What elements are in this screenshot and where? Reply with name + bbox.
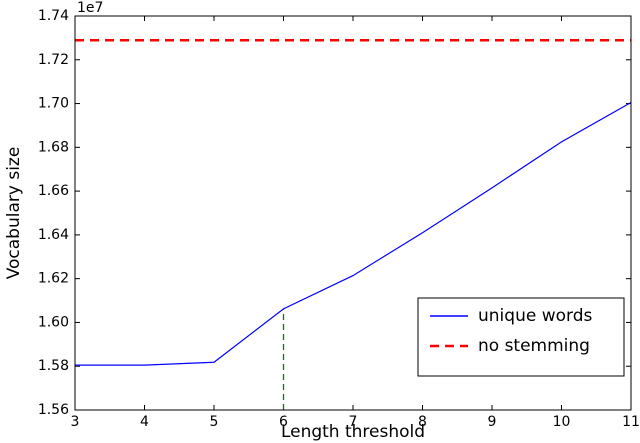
y-tick-label: 1.66 bbox=[38, 183, 69, 199]
y-tick-label: 1.68 bbox=[38, 139, 69, 155]
y-tick-label: 1.64 bbox=[38, 227, 69, 243]
x-tick-label: 5 bbox=[210, 414, 219, 430]
y-offset-label: 1e7 bbox=[77, 0, 103, 16]
plot-frame bbox=[74, 15, 632, 411]
y-tick-label: 1.70 bbox=[38, 96, 69, 112]
legend-label: unique words bbox=[478, 306, 592, 326]
x-tick-label: 9 bbox=[488, 414, 497, 430]
y-axis-label: Vocabulary size bbox=[4, 147, 24, 280]
y-tick-label: 1.56 bbox=[38, 402, 69, 418]
x-tick-label: 3 bbox=[71, 414, 80, 430]
y-tick-label: 1.58 bbox=[38, 358, 69, 374]
x-tick-label: 4 bbox=[140, 414, 149, 430]
x-tick-label: 6 bbox=[279, 414, 288, 430]
series-line bbox=[75, 101, 632, 366]
x-tick-label: 8 bbox=[418, 414, 427, 430]
legend-label: no stemming bbox=[478, 336, 590, 356]
x-tick-label: 7 bbox=[349, 414, 358, 430]
y-tick-label: 1.60 bbox=[38, 314, 69, 330]
x-tick-label: 10 bbox=[553, 414, 571, 430]
y-tick-label: 1.62 bbox=[38, 271, 69, 287]
y-tick-label: 1.72 bbox=[38, 52, 69, 68]
x-tick-label: 11 bbox=[622, 414, 640, 430]
x-axis-label: Length threshold bbox=[281, 422, 425, 442]
legend-box bbox=[417, 297, 625, 377]
y-tick-label: 1.74 bbox=[38, 8, 69, 24]
